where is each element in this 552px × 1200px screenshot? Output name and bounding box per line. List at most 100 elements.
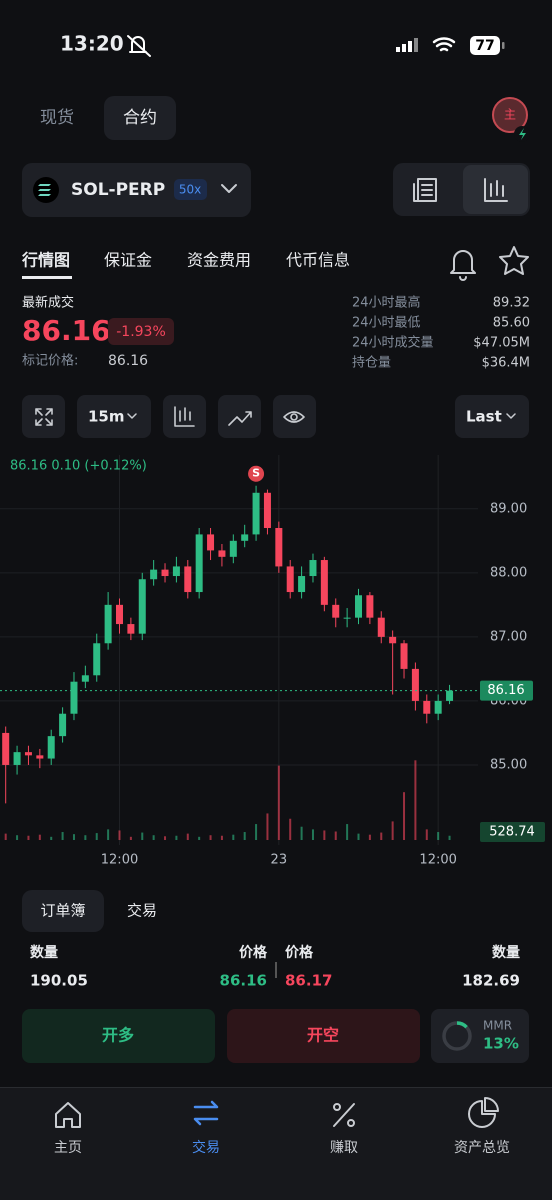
candle-body (343, 617, 351, 619)
tab-spot[interactable]: 现货 (40, 108, 74, 128)
nav-trade[interactable]: 交易 (192, 1139, 220, 1156)
candle-body (24, 752, 32, 756)
star-icon[interactable] (499, 246, 529, 275)
candle-body (377, 617, 385, 637)
candle-body (320, 560, 328, 605)
section-tab[interactable]: 资金费用 (187, 251, 251, 270)
price-type-button[interactable] (455, 395, 529, 438)
bell-icon[interactable] (450, 250, 476, 281)
y-tick-label: 88.00 (490, 565, 527, 580)
leverage-badge (174, 179, 207, 200)
tab-futures[interactable]: 合约 (123, 108, 157, 128)
section-tab[interactable]: 代币信息 (286, 251, 350, 270)
last-price: 86.16 (22, 314, 111, 347)
candle-body (47, 736, 55, 759)
symbol-selector[interactable] (22, 163, 251, 217)
candle-body (286, 566, 294, 593)
stat-value: 89.32 (493, 296, 530, 311)
last-label: 最新成交 (22, 295, 74, 311)
home-icon[interactable] (55, 1102, 81, 1128)
candle-body (434, 700, 442, 714)
ask-size: 182.69 (462, 972, 520, 990)
assets-icon[interactable] (468, 1097, 499, 1128)
volume-bar (255, 824, 258, 840)
mute-icon (127, 35, 151, 57)
symbol-name: SOL-PERP (71, 180, 165, 200)
volume-label-box (480, 822, 545, 842)
long-button[interactable] (22, 1009, 215, 1063)
x-tick-label: 23 (271, 853, 288, 868)
volume-bar (129, 836, 132, 840)
stat-value: $47.05M (473, 336, 530, 351)
volume-bar (118, 830, 121, 840)
nav-earn[interactable]: 赚取 (330, 1140, 358, 1156)
volume-bar (209, 835, 212, 840)
avatar-text: 主 (504, 108, 516, 122)
battery (470, 36, 500, 55)
candle-body (195, 534, 203, 593)
nav-home[interactable]: 主页 (54, 1140, 82, 1156)
battery-tip (502, 42, 505, 49)
short-button[interactable] (227, 1009, 420, 1063)
avatar[interactable] (492, 97, 528, 133)
short-label: 开空 (307, 1026, 339, 1045)
orderbook-tab[interactable]: 订单簿 (40, 902, 85, 920)
sell-marker-label: S (252, 467, 260, 480)
stats: 24小时最高 89.32 24小时最低 85.60 24小时成交量 $47.05M 持仓量 $… (352, 295, 530, 371)
volume-label: 528.74 (489, 825, 535, 840)
trades-tab[interactable]: 交易 (127, 902, 157, 920)
volume-bar (403, 792, 406, 840)
chevron (221, 184, 237, 193)
candle-body (309, 560, 317, 577)
draw-icon (228, 411, 252, 426)
chart-icon (484, 178, 508, 202)
volume-bar (300, 826, 303, 840)
candle-body (400, 643, 408, 669)
y-tick-label: 87.00 (490, 629, 527, 644)
view-active[interactable] (463, 165, 528, 214)
section-tab-chart[interactable]: 行情图 (21, 251, 70, 270)
fullscreen-button[interactable] (22, 395, 65, 438)
draw-button[interactable] (218, 395, 261, 438)
sol-logo-mark (38, 184, 51, 196)
battery-level: 77 (475, 38, 494, 54)
ob-header: 价格 (239, 944, 268, 961)
stat-label: 持仓量 (352, 356, 391, 371)
candle-body (355, 595, 362, 618)
volume-bar (61, 832, 64, 840)
trade-icon[interactable] (193, 1100, 219, 1126)
candle-body (138, 579, 146, 634)
section-tab[interactable]: 保证金 (104, 251, 152, 270)
nav-assets[interactable]: 资产总览 (454, 1140, 510, 1156)
orderbook-tab-bg (22, 890, 104, 932)
volume-bar (50, 836, 53, 840)
indicator-icon (174, 406, 195, 427)
mmr-ring (442, 1021, 472, 1051)
volume-bar (380, 832, 383, 840)
mmr-label: MMR (483, 1019, 512, 1033)
interval-button[interactable] (77, 395, 151, 438)
volume-bar (38, 834, 41, 840)
orderbook-icon[interactable] (413, 178, 437, 202)
volume-bar (425, 829, 428, 840)
bottom-nav (0, 1087, 552, 1200)
candle-body (150, 569, 158, 580)
candle-body (116, 604, 123, 625)
candle-body (229, 540, 237, 557)
earn-icon[interactable] (333, 1103, 355, 1127)
volume-bar (368, 834, 371, 840)
chevron (127, 413, 137, 419)
ask-price: 86.17 (285, 972, 332, 990)
candle-body (298, 576, 306, 593)
volume-bar (198, 836, 201, 840)
candle-body (241, 534, 249, 541)
candle-body (411, 668, 419, 701)
eye-icon (283, 411, 305, 423)
fullscreen-icon (35, 408, 53, 426)
visibility-button[interactable] (273, 395, 316, 438)
bid-size: 190.05 (30, 972, 88, 990)
earn-dot (347, 1119, 355, 1127)
